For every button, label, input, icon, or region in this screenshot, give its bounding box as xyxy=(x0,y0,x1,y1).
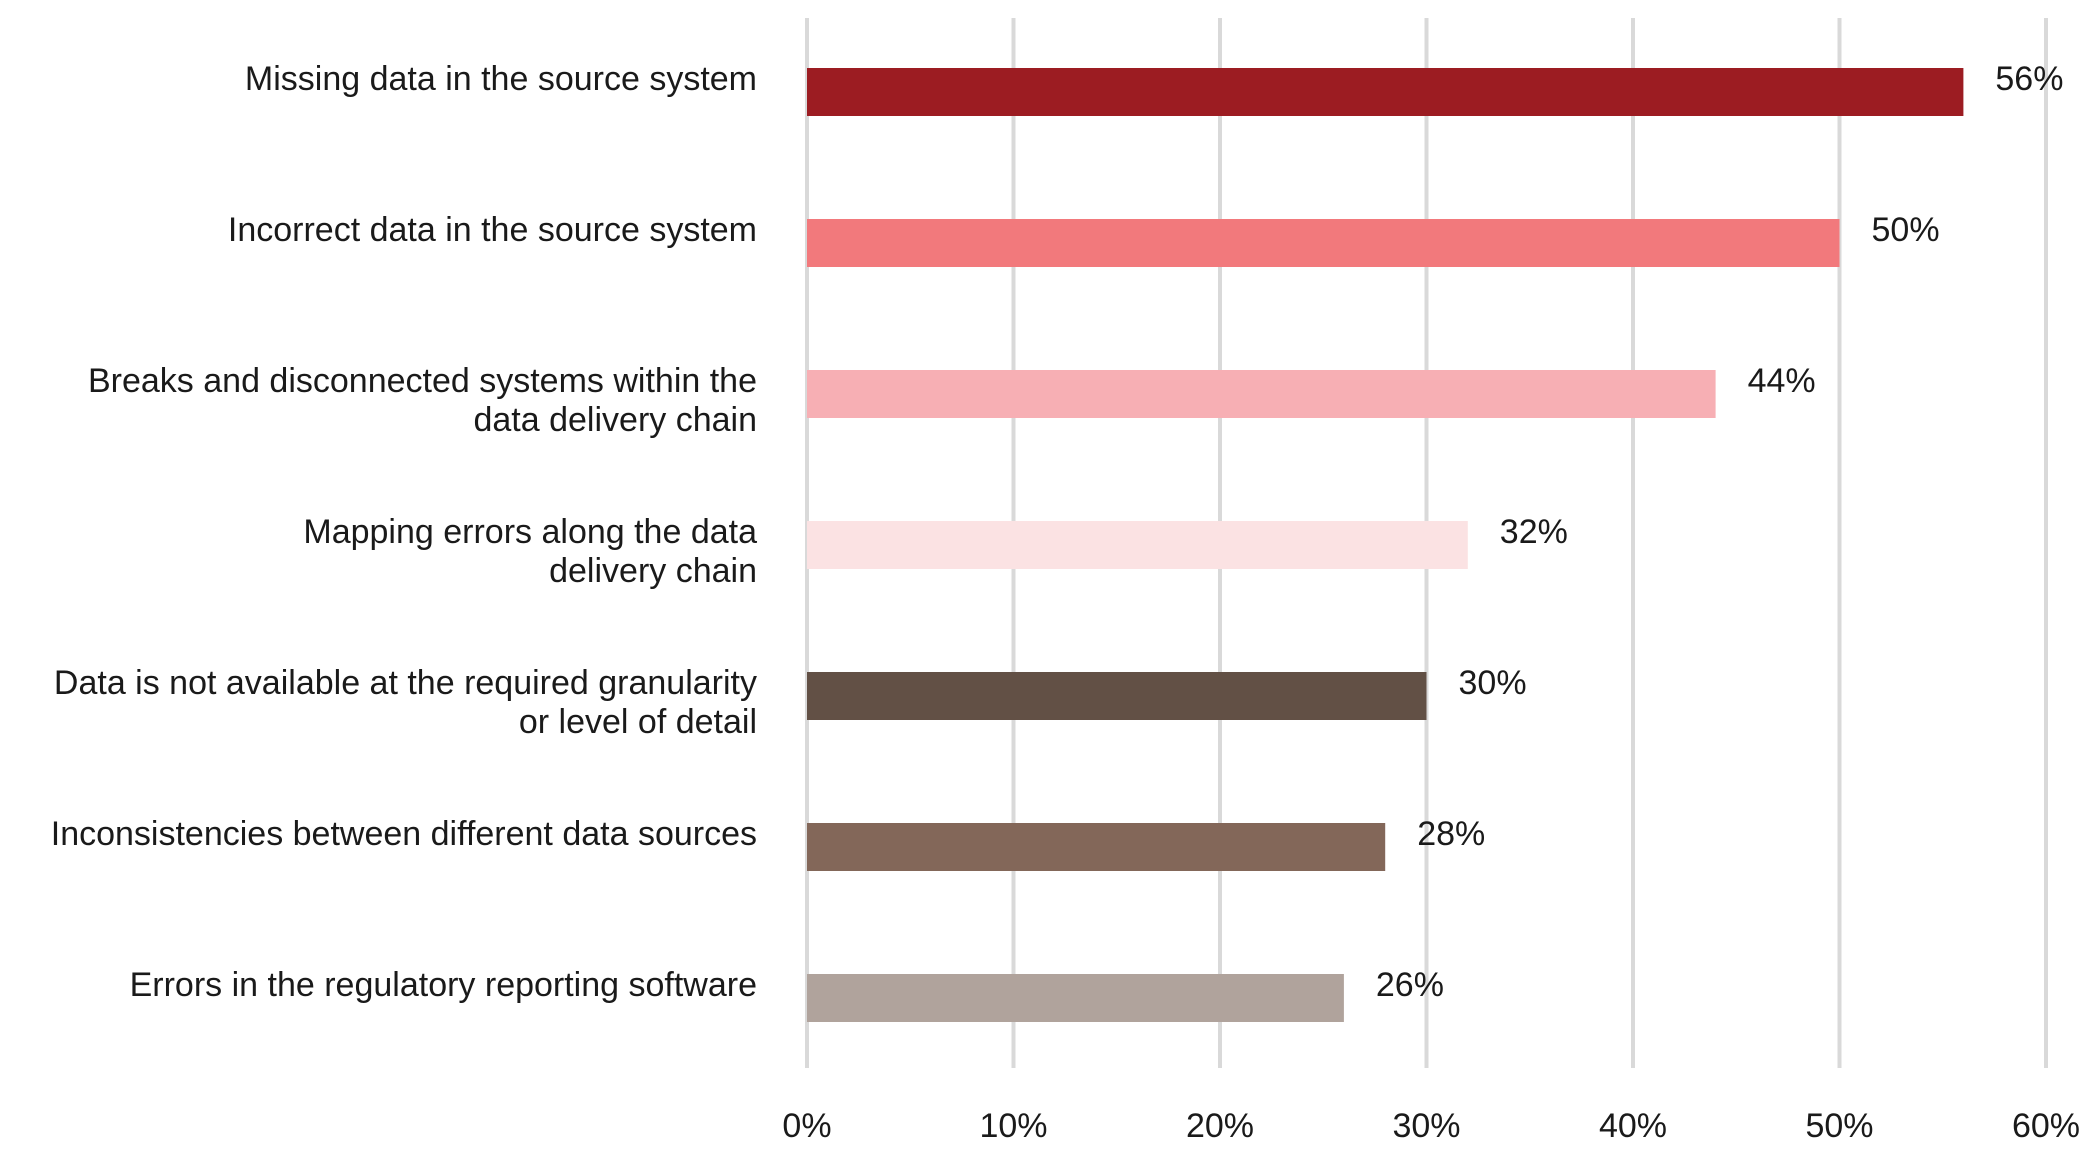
category-label: Mapping errors along the data delivery ch… xyxy=(303,513,757,590)
bar xyxy=(807,68,1964,116)
category-label-line: Breaks and disconnected systems within t… xyxy=(88,362,757,400)
category-label: Missing data in the source system xyxy=(245,60,757,98)
x-tick-label: 60% xyxy=(2012,1107,2080,1145)
x-tick-label: 30% xyxy=(1392,1107,1460,1145)
x-axis-ticks: 0% 10% 20% 30% 40% 50% 60% xyxy=(782,1107,2080,1145)
category-label-line: Inconsistencies between different data s… xyxy=(51,815,757,853)
data-label: 50% xyxy=(1872,211,1940,249)
category-label-line: Data is not available at the required gr… xyxy=(54,664,757,702)
data-label: 32% xyxy=(1500,513,1568,551)
data-label: 44% xyxy=(1748,362,1816,400)
data-label: 28% xyxy=(1417,815,1485,853)
category-label: Errors in the regulatory reporting softw… xyxy=(130,966,757,1004)
bar xyxy=(807,219,1840,267)
category-label-line: delivery chain xyxy=(549,552,757,590)
category-label-line: or level of detail xyxy=(519,703,757,741)
data-label: 30% xyxy=(1459,664,1527,702)
bar xyxy=(807,370,1716,418)
category-label: Breaks and disconnected systems within t… xyxy=(88,362,757,439)
bars xyxy=(807,68,1964,1022)
category-label-line: Errors in the regulatory reporting softw… xyxy=(130,966,757,1004)
category-label: Incorrect data in the source system xyxy=(228,211,757,249)
x-tick-label: 40% xyxy=(1599,1107,1667,1145)
category-label: Inconsistencies between different data s… xyxy=(51,815,757,853)
x-tick-label: 20% xyxy=(1186,1107,1254,1145)
data-label: 26% xyxy=(1376,966,1444,1004)
value-labels: 56% 50% 44% 32% 30% 28% 26% xyxy=(1376,60,2064,1004)
bar xyxy=(807,823,1386,871)
bar xyxy=(807,672,1427,720)
bar xyxy=(807,521,1468,569)
category-label-line: Mapping errors along the data xyxy=(303,513,757,551)
x-tick-label: 10% xyxy=(979,1107,1047,1145)
category-label-line: Incorrect data in the source system xyxy=(228,211,757,249)
x-tick-label: 0% xyxy=(782,1107,831,1145)
category-label-line: Missing data in the source system xyxy=(245,60,757,98)
data-label: 56% xyxy=(1995,60,2063,98)
bar xyxy=(807,974,1344,1022)
category-label: Data is not available at the required gr… xyxy=(54,664,757,741)
category-labels: Missing data in the source system Incorre… xyxy=(51,60,757,1004)
x-tick-label: 50% xyxy=(1805,1107,1873,1145)
category-label-line: data delivery chain xyxy=(473,401,757,439)
